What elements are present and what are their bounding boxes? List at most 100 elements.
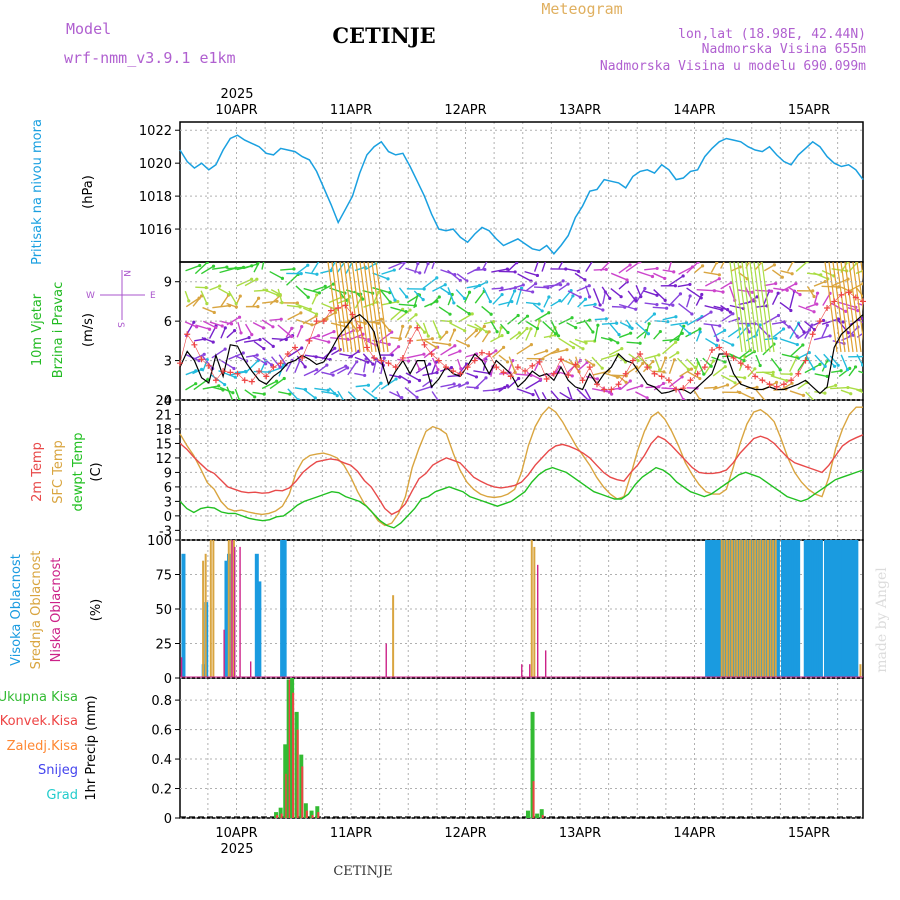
wind-arrow-head [776,291,780,295]
wind-arrow [261,319,274,328]
wind-arrow-head [700,264,705,268]
wind-hatch-0 [355,262,369,353]
wind-arrow [585,262,593,273]
wind-arrow-head [545,349,549,353]
wind-arrow [398,303,416,307]
wind-arrow [644,354,660,360]
wind-hatch-1 [745,262,759,353]
wind-arrow [481,331,490,343]
wind-arrow [185,297,200,308]
wind-arrow [211,348,226,359]
precip-legend-3: Snijeg [38,763,78,778]
wind-arrow [618,281,628,290]
wind-arrow-head [844,309,848,313]
wind-arrow-head [474,375,479,379]
wind-arrow [466,324,481,331]
wind-arrow-head [658,368,662,372]
cloud-bar-0 [806,540,811,677]
wind-arrow [705,278,720,287]
wind-arrow-head [651,359,655,364]
wind-arrow [371,382,382,393]
wind-arrow [252,297,260,308]
wind-arrow [569,340,584,350]
wind-hatch-2 [836,262,850,353]
wind-arrow [280,268,295,271]
precip-conv-bar-1 [280,813,283,818]
wind-arrow-head [672,270,676,274]
wind-arrow-head [443,283,447,287]
wind-arrow [840,389,851,395]
wind-arrow-head [576,364,581,368]
wind-arrow [628,353,639,362]
wind-arrow-head [541,357,545,361]
wind-arrow-head [728,310,732,314]
x-tick-top-1: 11APR [330,103,372,118]
wind-hatch-1 [733,262,747,353]
wind-arrow-head [762,258,765,261]
wind-arrow-head [630,326,634,330]
wind-arrow-head [422,330,427,334]
wind-arrow-head [655,303,659,307]
wind-arrow [653,272,666,280]
wind-arrow [220,294,230,307]
wind-arrow [686,315,703,326]
precip-ylabel: 1hr Precip (mm) [84,695,99,800]
wind-arrow [244,360,259,374]
wind-arrow-head [591,330,595,334]
wind-arrow [577,298,586,308]
wind-arrow-head [769,289,774,293]
wind-arrow [585,285,591,298]
wind-hatch-0 [343,262,357,353]
wind-arrow [516,388,534,396]
wind-arrow [330,365,347,374]
wind-arrow-head [211,340,215,344]
wind-arrow-head [836,363,840,367]
wind-arrow [277,288,283,303]
cloud-bar-0 [775,540,780,677]
cloud-bar-1 [725,540,728,677]
wind-arrow [456,273,468,282]
wind-arrow [813,280,826,287]
wind-arrow [200,290,208,304]
wind-arrow-head [698,376,702,381]
wind-arrow-head [290,326,294,330]
wind-arrow [779,301,792,312]
wind-arrow-head [619,295,623,299]
wind-arrow-head [546,286,550,290]
wind-arrow-head [326,388,330,392]
wind-arrow-head [558,299,562,303]
wind-arrow-head [566,282,570,286]
wind-arrow-head [346,405,349,408]
wind-arrow [677,357,689,370]
cloud-bar-2 [385,643,387,677]
wind-arrow [474,323,487,333]
wind-arrow [626,341,641,344]
cloud-bar-0 [710,540,715,677]
cloud-bar-1 [209,540,212,677]
wind-arrow-head [655,293,659,297]
wind-arrow [424,300,438,308]
wind-arrow [270,288,281,296]
wind-arrow-head [406,262,408,263]
wind-arrow [302,388,316,399]
wind-arrow [804,320,815,331]
wind-arrow [330,336,348,340]
wind-arrow-head [505,384,509,388]
wind-arrow-head [681,274,685,278]
wind-arrow [558,337,574,349]
wind-arrow-head [436,399,440,400]
wind-arrow [566,268,579,273]
wind-arrow [592,388,610,393]
wind-arrow [244,323,253,336]
wind-compass: W E N S [86,270,156,328]
wind-arrow-head [325,363,329,367]
wind-arrow [668,352,679,359]
wind-hatch-2 [852,262,863,342]
wind-arrow [543,296,550,308]
wind-arrow-head [505,267,510,271]
wind-arrow-head [449,366,454,370]
wind-arrow-head [587,295,592,299]
wind-arrow [269,377,285,390]
cloud-bar-0 [844,540,849,677]
wind-arrow [285,327,293,338]
